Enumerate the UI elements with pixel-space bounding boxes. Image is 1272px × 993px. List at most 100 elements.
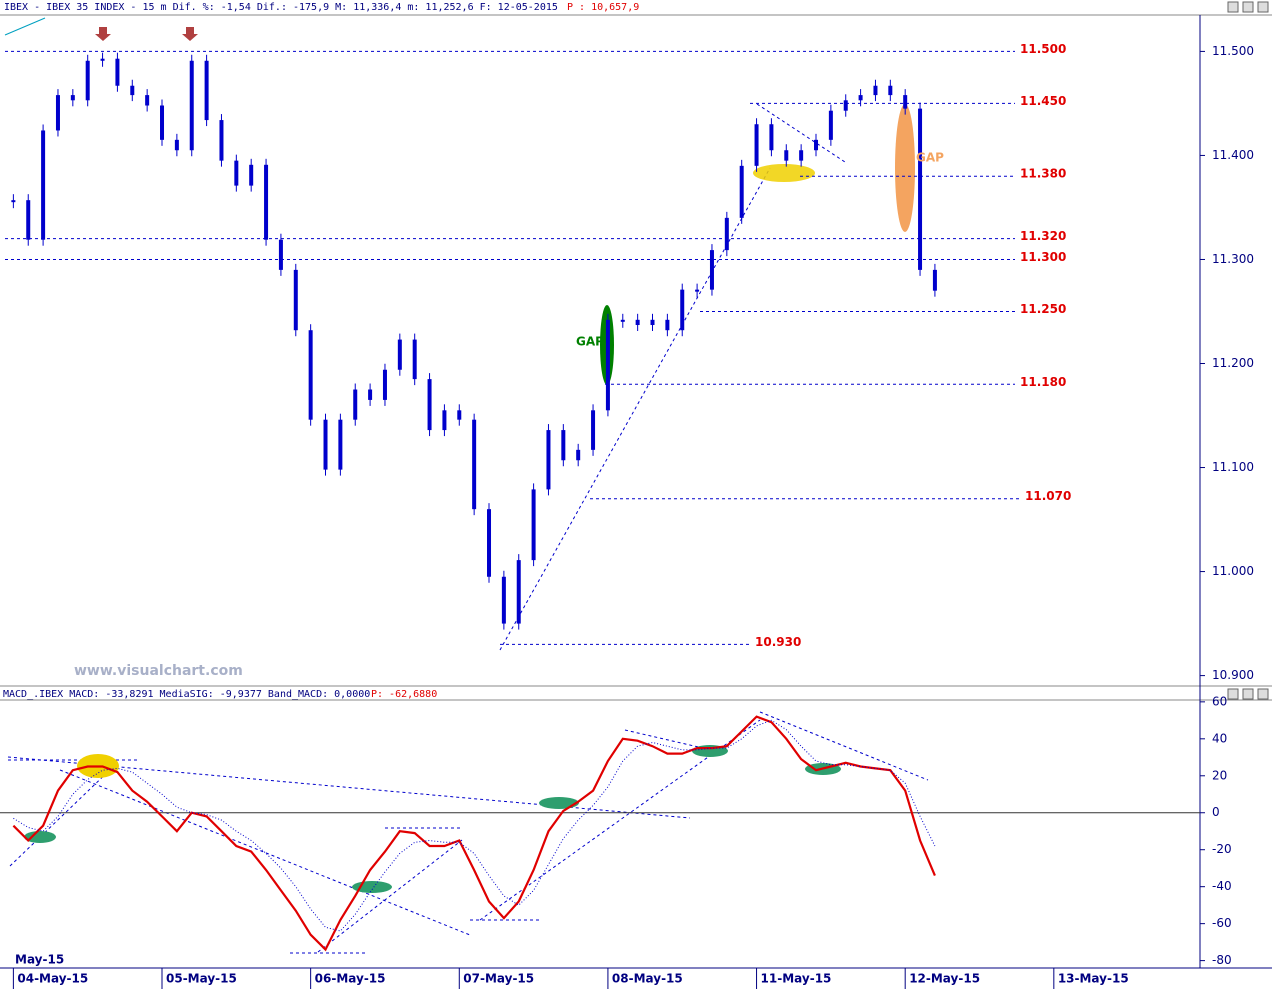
candle	[724, 217, 729, 251]
candle	[531, 489, 536, 561]
candle	[382, 369, 387, 400]
y-tick-label: 40	[1212, 731, 1227, 745]
candle	[576, 449, 581, 461]
candle	[26, 200, 31, 240]
x-tick-label: 05-May-15	[166, 972, 237, 986]
indicator-line	[13, 719, 936, 932]
maximize-button[interactable]	[1242, 688, 1254, 700]
window-buttons[interactable]	[1227, 1, 1269, 700]
candle	[308, 330, 313, 420]
minimize-button[interactable]	[1227, 1, 1239, 13]
x-tick-label: 04-May-15	[17, 972, 88, 986]
trend-lines	[7, 103, 929, 954]
x-tick-label: 08-May-15	[612, 972, 683, 986]
y-tick-label: 11.000	[1212, 564, 1254, 578]
highlight	[753, 164, 815, 182]
y-tick-label: 11.100	[1212, 460, 1254, 474]
y-tick-label: 11.400	[1212, 148, 1254, 162]
close-button[interactable]	[1257, 688, 1269, 700]
y-tick-label: 20	[1212, 768, 1227, 782]
candle	[516, 560, 521, 624]
y-tick-label: 11.300	[1212, 252, 1254, 266]
candle	[412, 339, 417, 380]
candle	[219, 120, 224, 161]
candle	[427, 379, 432, 431]
candle	[457, 410, 462, 420]
candle	[873, 85, 878, 96]
candle	[55, 95, 60, 131]
candle	[11, 200, 16, 203]
candle	[189, 60, 194, 151]
candle	[487, 509, 492, 577]
candle	[932, 269, 937, 291]
level-label: 11.380	[1020, 167, 1066, 181]
candle	[843, 100, 848, 111]
y-tick-label: 60	[1212, 694, 1227, 708]
candle	[858, 95, 863, 101]
candle	[754, 124, 759, 166]
candle	[442, 410, 447, 431]
candle	[605, 319, 610, 411]
arrow	[95, 27, 198, 41]
gap-marker	[895, 104, 915, 232]
candle	[709, 250, 714, 290]
y-tick-label: -60	[1212, 916, 1232, 930]
y-tick-label: 11.200	[1212, 356, 1254, 370]
y-tick-label: 10.900	[1212, 668, 1254, 682]
candle	[814, 139, 819, 151]
candle	[160, 105, 165, 140]
candle	[85, 60, 90, 101]
x-tick-label: 13-May-15	[1058, 972, 1129, 986]
candle	[620, 319, 625, 322]
level-label: 11.180	[1020, 375, 1066, 389]
candle	[397, 339, 402, 370]
candle	[739, 165, 744, 218]
annotation: GAP	[576, 335, 604, 349]
candle	[695, 289, 700, 292]
candle	[635, 319, 640, 326]
candle	[784, 150, 789, 161]
candle	[903, 95, 908, 109]
candle	[41, 130, 46, 240]
level-label: 10.930	[755, 635, 801, 649]
candle	[323, 419, 328, 470]
level-label: 11.320	[1020, 229, 1066, 243]
candle	[234, 160, 239, 186]
drawing-line	[4, 17, 46, 36]
candle	[665, 319, 670, 331]
y-tick-label: -80	[1212, 953, 1232, 967]
level-label: 11.500	[1020, 42, 1066, 56]
candle	[888, 85, 893, 96]
x-tick-label: 12-May-15	[909, 972, 980, 986]
candle	[174, 139, 179, 151]
x-period-label: May-15	[15, 953, 64, 967]
candle	[353, 389, 358, 420]
candle	[501, 576, 506, 624]
candle	[115, 58, 120, 86]
candle	[799, 150, 804, 161]
indicator-line	[12, 715, 936, 952]
candle	[249, 164, 254, 186]
minimize-button[interactable]	[1227, 688, 1239, 700]
candle	[591, 410, 596, 450]
candle	[293, 269, 298, 331]
level-label: 11.070	[1025, 489, 1071, 503]
level-label: 11.250	[1020, 302, 1066, 316]
watermark: www.visualchart.com	[74, 663, 243, 679]
header-price: P : 10,657,9	[567, 2, 639, 13]
candle	[918, 108, 923, 270]
level-label: 11.300	[1020, 250, 1066, 264]
maximize-button[interactable]	[1242, 1, 1254, 13]
annotation: GAP	[916, 151, 944, 165]
candle	[264, 164, 269, 240]
candle	[145, 95, 150, 106]
y-tick-label: -40	[1212, 879, 1232, 893]
candle	[680, 289, 685, 331]
candle	[100, 58, 105, 61]
candle	[546, 430, 551, 490]
candle	[70, 95, 75, 101]
candle	[368, 389, 373, 400]
x-tick-label: 06-May-15	[315, 972, 386, 986]
close-button[interactable]	[1257, 1, 1269, 13]
